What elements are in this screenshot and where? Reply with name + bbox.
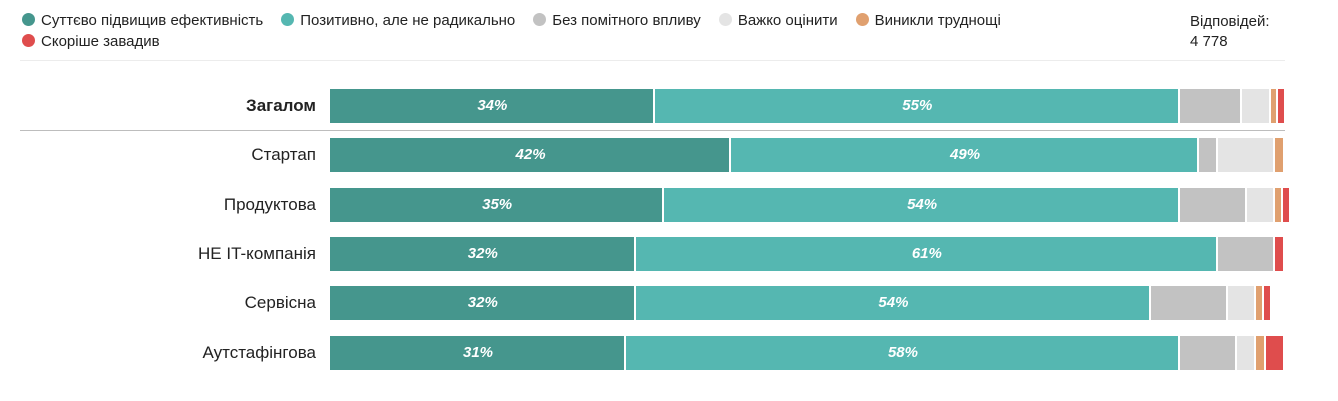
data-label: 49% — [950, 146, 981, 163]
bar-segment — [1256, 286, 1264, 320]
legend-swatch — [22, 34, 35, 47]
bar-segment — [1179, 336, 1238, 370]
bar-segment — [654, 89, 1180, 123]
legend-item: Суттєво підвищив ефективність — [22, 10, 263, 31]
legend-item: Виникли труднощі — [855, 10, 1001, 31]
bar-segment — [330, 188, 665, 222]
bar-segment — [1151, 286, 1228, 320]
bar-segment — [1270, 89, 1279, 123]
category-label: Продуктова — [223, 195, 316, 214]
data-label: 61% — [911, 245, 942, 262]
legend-label: Без помітного впливу — [552, 12, 701, 29]
bar-segment — [1283, 188, 1291, 222]
bar-segment — [1275, 138, 1285, 172]
legend-label: Виникли труднощі — [874, 12, 1001, 29]
data-label: 54% — [907, 196, 938, 213]
bar-row: Стартап 42% 49% — [0, 138, 1338, 172]
bar-segment — [635, 237, 1219, 271]
bar-segment — [1218, 237, 1276, 271]
legend-item: Скоріше завадив — [22, 31, 160, 52]
bar-segment — [1227, 286, 1257, 320]
bar-row: Аутстафінгова 31% 58% — [0, 336, 1338, 370]
overall-divider — [20, 130, 1285, 131]
legend-swatch — [533, 13, 547, 26]
top-divider — [20, 60, 1285, 61]
bar-row: Загалом 34% 55% — [0, 89, 1338, 123]
bar-segment — [1263, 286, 1272, 320]
bar-segment — [1199, 138, 1219, 172]
data-label: 42% — [515, 146, 546, 163]
bar-segment — [1275, 237, 1285, 271]
bar-track: 32% 54% — [330, 286, 1285, 320]
bar-track: 42% 49% — [330, 138, 1285, 172]
bar-segment — [1265, 336, 1285, 370]
legend-label: Суттєво підвищив ефективність — [41, 12, 264, 29]
bar-segment — [1256, 336, 1266, 370]
legend-swatch — [855, 13, 869, 26]
bar-segment — [330, 138, 732, 172]
bar-track: 32% 61% — [330, 237, 1285, 271]
category-label: Аутстафінгова — [202, 343, 316, 362]
data-label: 32% — [467, 294, 498, 311]
bar-segment — [731, 138, 1200, 172]
bar-row: Продуктова 35% 54% — [0, 188, 1338, 222]
data-label: 58% — [887, 344, 918, 361]
category-label: Стартап — [251, 145, 316, 164]
bar-segment — [1275, 188, 1284, 222]
responses-value: 4 778 — [1190, 33, 1228, 50]
category-label: Загалом — [246, 96, 316, 115]
data-label: 34% — [477, 97, 508, 114]
bar-track: 34% 55% — [330, 89, 1286, 123]
data-label: 54% — [878, 294, 909, 311]
data-label: 32% — [467, 245, 498, 262]
legend: Суттєво підвищив ефективність Позитивно, … — [22, 10, 1152, 52]
legend-swatch — [22, 13, 35, 26]
data-label: 35% — [482, 196, 513, 213]
legend-item: Позитивно, але не радикально — [281, 10, 515, 31]
bar-segment — [1218, 138, 1276, 172]
legend-item: Без помітного впливу — [533, 10, 701, 31]
category-label: Сервісна — [244, 293, 316, 312]
data-label: 31% — [463, 344, 494, 361]
bar-segment — [1179, 188, 1247, 222]
bar-row: НЕ IT-компанія 32% 61% — [0, 237, 1338, 271]
legend-label: Скоріше завадив — [41, 33, 160, 50]
bar-segment — [635, 286, 1152, 320]
legend-swatch — [718, 13, 732, 26]
bar-segment — [626, 336, 1180, 370]
bar-segment — [1278, 89, 1286, 123]
category-label: НЕ IT-компанія — [198, 244, 316, 263]
bar-segment — [1237, 336, 1257, 370]
bar-segment — [664, 188, 1180, 222]
responses-count: Відповідей: 4 778 — [1190, 12, 1270, 52]
bar-segment — [1242, 89, 1271, 123]
data-label: 55% — [902, 97, 933, 114]
bar-segment — [330, 336, 627, 370]
bar-segment — [1246, 188, 1276, 222]
legend-item: Важко оцінити — [718, 10, 838, 31]
bar-segment — [1179, 89, 1242, 123]
bar-track: 31% 58% — [330, 336, 1285, 370]
bar-track: 35% 54% — [330, 188, 1291, 222]
bar-segment — [330, 89, 655, 123]
bar-segment — [330, 286, 636, 320]
bar-segment — [330, 237, 636, 271]
bar-row: Сервісна 32% 54% — [0, 286, 1338, 320]
legend-swatch — [281, 13, 295, 26]
legend-label: Позитивно, але не радикально — [300, 12, 516, 29]
responses-label: Відповідей: — [1190, 13, 1270, 30]
legend-label: Важко оцінити — [737, 12, 838, 29]
